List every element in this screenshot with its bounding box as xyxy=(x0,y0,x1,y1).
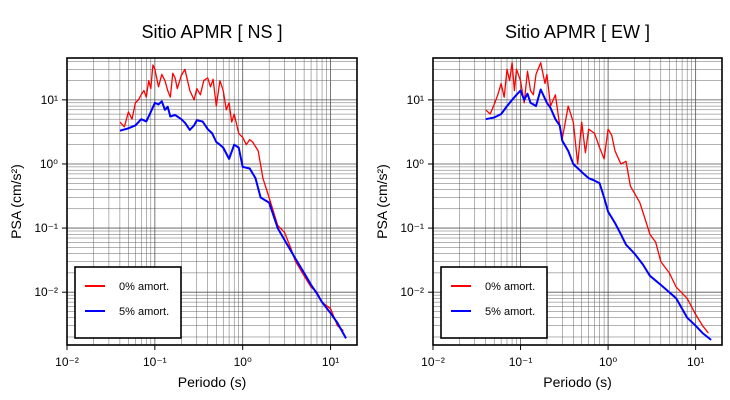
series-line-blue xyxy=(485,88,712,341)
y-tick-label: 10⁻¹ xyxy=(400,221,424,235)
chart-title: Sitio APMR [ NS ] xyxy=(141,22,282,42)
legend-box xyxy=(440,266,548,339)
y-tick-label: 10¹ xyxy=(41,93,58,107)
plot-frame xyxy=(66,57,358,346)
x-axis-label: Periodo (s) xyxy=(543,374,611,390)
chart-panel-2: 10⁻² 10⁻¹ 10⁰ 10¹ 10⁻² 10⁻¹ 10⁰ 10¹ Sitio APMR [… xyxy=(374,22,723,390)
y-tick-label: 10⁰ xyxy=(406,157,424,171)
legend: 0% amort. 5% amort. xyxy=(440,266,548,339)
x-tick-label: 10⁻² xyxy=(55,355,79,369)
x-tick-label: 10⁻¹ xyxy=(143,355,167,369)
x-tick-label: 10⁰ xyxy=(234,355,252,369)
x-tick-label: 10⁻¹ xyxy=(509,355,533,369)
y-tick-label: 10⁻² xyxy=(34,285,58,299)
legend-label: 0% amort. xyxy=(119,281,169,293)
x-axis-label: Periodo (s) xyxy=(178,374,246,390)
series-line-red xyxy=(485,62,709,334)
series-line-blue xyxy=(119,100,347,339)
y-axis-label: PSA (cm/s²) xyxy=(8,164,24,239)
legend-label: 0% amort. xyxy=(485,281,535,293)
legend-label: 5% amort. xyxy=(485,306,535,318)
legend-box xyxy=(74,266,182,339)
y-tick-label: 10¹ xyxy=(407,93,424,107)
chart-panel-1: 10⁻² 10⁻¹ 10⁰ 10¹ 10⁻² 10⁻¹ 10⁰ 10¹ Sitio APMR [… xyxy=(8,22,358,390)
y-tick-label: 10⁻² xyxy=(400,285,424,299)
plot-frame xyxy=(432,57,723,346)
x-tick-label: 10¹ xyxy=(322,355,339,369)
legend: 0% amort. 5% amort. xyxy=(74,266,182,339)
series-line-red xyxy=(119,64,344,332)
y-tick-label: 10⁻¹ xyxy=(34,221,58,235)
chart-title: Sitio APMR [ EW ] xyxy=(505,22,650,42)
x-tick-label: 10¹ xyxy=(687,355,704,369)
x-tick-label: 10⁻² xyxy=(421,355,445,369)
legend-label: 5% amort. xyxy=(119,306,169,318)
x-tick-label: 10⁰ xyxy=(599,355,617,369)
y-axis-label: PSA (cm/s²) xyxy=(374,164,390,239)
y-tick-label: 10⁰ xyxy=(40,157,58,171)
